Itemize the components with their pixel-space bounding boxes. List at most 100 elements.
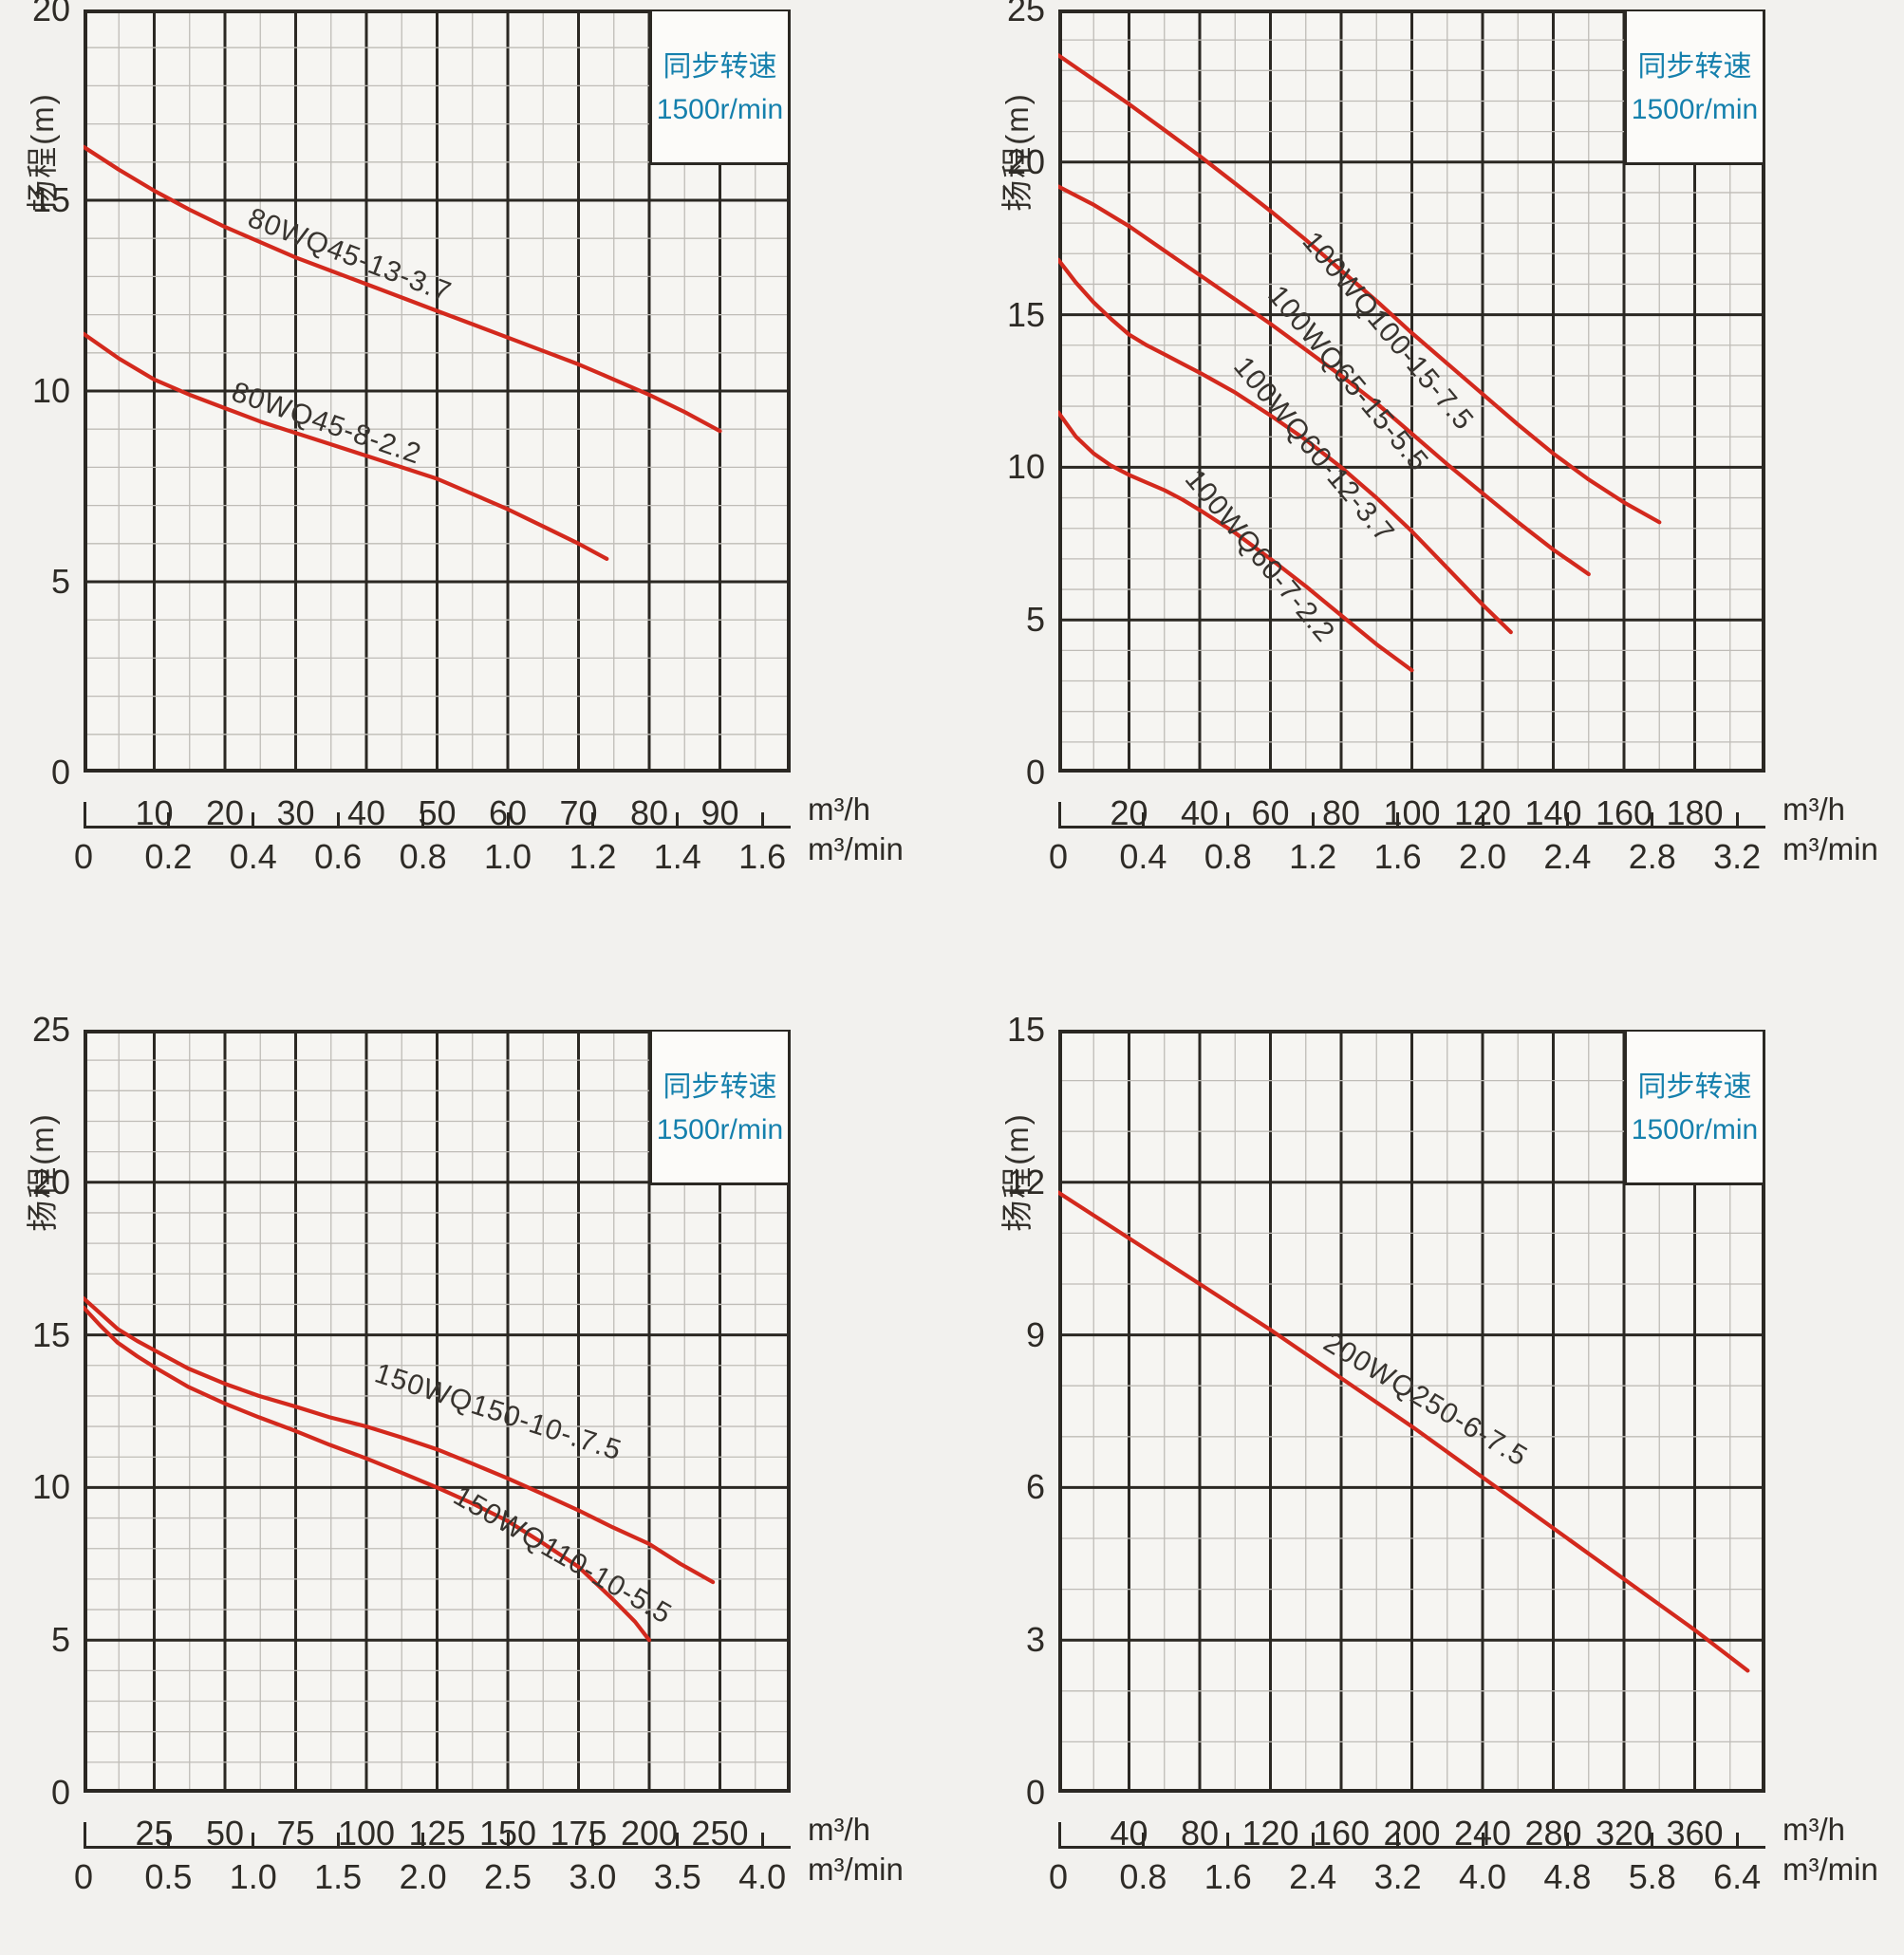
secondary-axis-start-tick (1058, 802, 1061, 826)
plot-border (1058, 1030, 1765, 1793)
y-tick-label: 20 (1006, 141, 1045, 181)
sync-speed-note: 同步转速 1500r/min (649, 11, 788, 165)
secondary-axis-tick (1735, 1833, 1739, 1846)
y-tick-label: 15 (1006, 294, 1045, 334)
pump-performance-curves-sheet: { "note": { "line1": "同步转速", "line2": "1… (25, 0, 1878, 1896)
secondary-axis-tick (760, 812, 764, 826)
sync-speed-value: 1500r/min (1631, 94, 1759, 125)
y-tick-label: 5 (50, 562, 70, 601)
secondary-tick-label: 1.2 (1289, 837, 1337, 876)
secondary-axis-line (84, 826, 791, 829)
pump-curve (84, 1295, 716, 1585)
y-tick-label: 0 (50, 1773, 70, 1812)
secondary-tick-label: 0.2 (144, 837, 193, 876)
secondary-tick-label: 2.4 (1543, 837, 1592, 876)
plot-border (84, 9, 791, 773)
plot-svg: 200WQ250-6-7.5 (1058, 1030, 1765, 1793)
secondary-tick-label: 0.4 (1119, 837, 1167, 876)
plot-area: 200WQ250-6-7.5 (1058, 1030, 1765, 1793)
y-tick-label: 20 (31, 1162, 70, 1201)
y-tick-label: 25 (31, 1010, 70, 1049)
curve-label: 80WQ45-13-3.7 (244, 202, 456, 308)
y-tick-label: 6 (1025, 1467, 1045, 1507)
secondary-axis-tick (760, 1833, 764, 1846)
secondary-tick-label: 0 (1048, 837, 1069, 876)
x-axis-unit-primary: m³/h (1783, 791, 1845, 827)
secondary-axis-tick (1396, 1833, 1400, 1846)
secondary-tick-label: 1.0 (483, 837, 532, 876)
secondary-axis-tick (1226, 812, 1230, 826)
pump-curve (1058, 53, 1662, 525)
y-tick-label: 5 (50, 1620, 70, 1660)
secondary-tick-label: 0.4 (229, 837, 277, 876)
secondary-tick-label: 2.4 (1289, 1857, 1337, 1896)
pump-curve (84, 1305, 652, 1643)
y-tick-label: 20 (31, 0, 70, 28)
secondary-axis-tick (1311, 1833, 1315, 1846)
sync-speed-value: 1500r/min (656, 94, 784, 125)
secondary-tick-label: 4.0 (738, 1857, 787, 1896)
secondary-tick-label: 2.5 (483, 1857, 532, 1896)
chart-bottom-right: 扬程(m) 0 3 6 9 12 15 200WQ250-6-7.5 同步转速 1500r/min… (975, 1013, 1904, 1955)
y-tick-label: 25 (1006, 0, 1045, 28)
secondary-tick-label: 0.8 (1204, 837, 1252, 876)
secondary-tick-label: 4.0 (1458, 1857, 1507, 1896)
secondary-axis-tick (1311, 812, 1315, 826)
pump-curve (84, 144, 722, 434)
y-tick-label: 10 (31, 371, 70, 410)
y-tick-label: 9 (1025, 1314, 1045, 1354)
x-axis-unit-secondary: m³/min (808, 831, 904, 866)
curve-label: 200WQ250-6-7.5 (1318, 1327, 1533, 1473)
y-tick-label: 0 (50, 753, 70, 791)
secondary-axis-tick (590, 812, 594, 826)
secondary-tick-label: 0.8 (399, 837, 447, 876)
secondary-axis-tick (1141, 812, 1145, 826)
pump-curve (1058, 257, 1513, 635)
pump-curve (1058, 410, 1414, 673)
x-axis-unit-secondary: m³/min (808, 1852, 904, 1887)
secondary-axis-tick (252, 1833, 255, 1846)
secondary-tick-label: 1.6 (1204, 1857, 1252, 1896)
sync-speed-note: 同步转速 1500r/min (1624, 1032, 1763, 1185)
secondary-axis-start-tick (84, 802, 86, 826)
secondary-tick-label: 1.6 (738, 837, 787, 876)
pump-curve (1058, 1190, 1750, 1673)
sync-speed-text: 同步转速 (1637, 1071, 1752, 1103)
secondary-axis-tick (336, 1833, 340, 1846)
secondary-axis-line (1058, 826, 1765, 829)
y-tick-label: 15 (31, 180, 70, 219)
secondary-tick-label: 3.2 (1713, 837, 1762, 876)
pump-curve (84, 331, 609, 561)
secondary-axis-tick (421, 812, 425, 826)
secondary-axis-tick (1735, 812, 1739, 826)
y-axis-title: 扬程(m) (25, 92, 60, 212)
secondary-tick-label: 0.6 (314, 837, 363, 876)
secondary-axis-tick (1651, 1833, 1654, 1846)
secondary-tick-label: 4.8 (1543, 1857, 1592, 1896)
secondary-axis-tick (336, 812, 340, 826)
sync-speed-text: 同步转速 (663, 51, 777, 83)
secondary-axis-tick (252, 812, 255, 826)
x-axis-unit-primary: m³/h (1783, 1812, 1845, 1847)
secondary-tick-label: 0.8 (1119, 1857, 1167, 1896)
secondary-axis-tick (166, 812, 170, 826)
y-tick-label: 15 (31, 1314, 70, 1354)
sync-speed-value: 1500r/min (1631, 1114, 1759, 1145)
pump-curve (1058, 184, 1591, 577)
secondary-axis-tick (1481, 812, 1484, 826)
secondary-axis-tick (676, 1833, 680, 1846)
curve-label: 100WQ60-12-3.7 (1227, 351, 1400, 549)
secondary-axis-tick (1651, 812, 1654, 826)
x-axis-unit-secondary: m³/min (1783, 1852, 1878, 1887)
secondary-axis-tick (506, 812, 510, 826)
secondary-tick-label: 3.0 (569, 1857, 617, 1896)
secondary-tick-label: 0.5 (144, 1857, 193, 1896)
secondary-tick-label: 1.5 (314, 1857, 363, 1896)
y-tick-label: 0 (1025, 753, 1045, 791)
secondary-tick-label: 2.8 (1628, 837, 1676, 876)
plot-border (84, 1030, 791, 1793)
y-tick-label: 15 (1006, 1010, 1045, 1049)
x-axis-unit-secondary: m³/min (1783, 831, 1878, 866)
secondary-tick-label: 2.0 (1458, 837, 1507, 876)
sync-speed-note: 同步转速 1500r/min (1624, 11, 1763, 165)
